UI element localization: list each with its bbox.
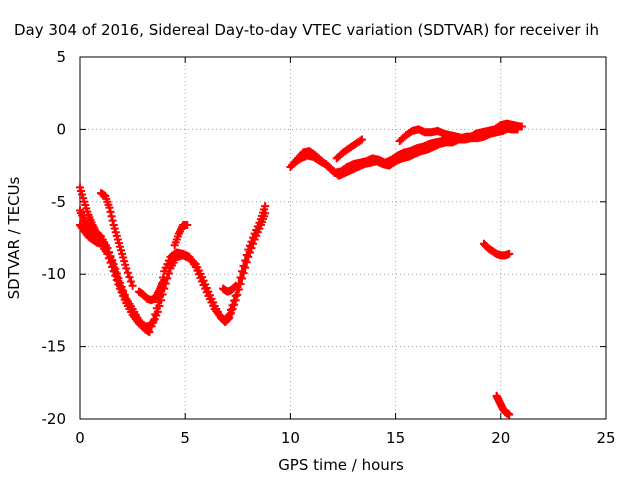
data-point [155, 302, 164, 311]
data-point [106, 207, 115, 216]
data-point [114, 280, 123, 289]
x-axis-label: GPS time / hours [278, 456, 404, 474]
data-point [261, 202, 270, 211]
data-point [128, 281, 137, 290]
y-tick-label: -15 [42, 338, 67, 356]
x-tick-label: 15 [386, 429, 405, 447]
data-point [233, 290, 242, 299]
data-point [225, 313, 234, 322]
data-point [112, 275, 121, 284]
data-series [332, 135, 366, 163]
data-point [230, 300, 239, 309]
x-tick-label: 0 [75, 429, 85, 447]
data-point [247, 244, 256, 253]
data-point [104, 254, 113, 263]
data-point [108, 216, 117, 225]
data-point [242, 258, 251, 267]
axis-ticks: 0 5 10 15 20 25 5 0 -5 -10 -15 -20 [42, 48, 616, 447]
data-point [249, 239, 258, 248]
data-point [125, 273, 134, 282]
data-point [164, 269, 173, 278]
data-point [105, 203, 114, 212]
data-point [123, 268, 132, 277]
data-series [219, 281, 240, 296]
data-point [107, 212, 116, 221]
y-tick-label: -20 [42, 410, 67, 428]
data-point [226, 309, 235, 318]
data-point [238, 274, 247, 283]
data-point [239, 269, 248, 278]
data-point [183, 220, 192, 229]
data-point [153, 307, 162, 316]
x-tick-label: 10 [281, 429, 300, 447]
data-point [505, 249, 514, 258]
data-point [244, 252, 253, 261]
data-point [241, 263, 250, 272]
x-tick-label: 25 [596, 429, 615, 447]
data-point [103, 249, 112, 258]
data-point [109, 267, 118, 276]
data-point [505, 410, 514, 419]
data-point [230, 282, 239, 291]
data-point [190, 258, 199, 267]
y-tick-label: 0 [56, 120, 66, 138]
x-tick-label: 5 [180, 429, 190, 447]
data-points [76, 119, 526, 419]
data-series [97, 189, 137, 290]
data-point [231, 296, 240, 305]
y-axis-label: SDTVAR / TECUs [5, 176, 23, 299]
data-point [111, 271, 120, 280]
data-point [160, 275, 169, 284]
data-series [492, 391, 514, 419]
data-point [245, 248, 254, 257]
data-point [228, 304, 237, 313]
data-point [224, 314, 233, 323]
data-point [106, 258, 115, 267]
data-point [122, 264, 131, 273]
y-tick-label: -5 [51, 193, 66, 211]
data-point [236, 279, 245, 288]
data-point [356, 136, 365, 145]
grid [80, 57, 606, 419]
y-tick-label: -10 [42, 265, 67, 283]
data-series [395, 119, 524, 145]
data-point [145, 328, 154, 337]
y-tick-label: 5 [56, 48, 66, 66]
data-series [76, 220, 154, 337]
data-point [261, 209, 270, 218]
data-point [108, 262, 117, 271]
data-series [479, 239, 514, 260]
data-point [127, 277, 136, 286]
data-series [170, 220, 192, 250]
data-series [134, 275, 169, 305]
chart-title: Day 304 of 2016, Sidereal Day-to-day VTE… [14, 21, 599, 39]
data-point [515, 122, 524, 131]
x-tick-label: 20 [491, 429, 510, 447]
plot-frame [79, 56, 607, 420]
data-point [357, 135, 366, 144]
data-point [231, 281, 240, 290]
data-point [157, 296, 166, 305]
